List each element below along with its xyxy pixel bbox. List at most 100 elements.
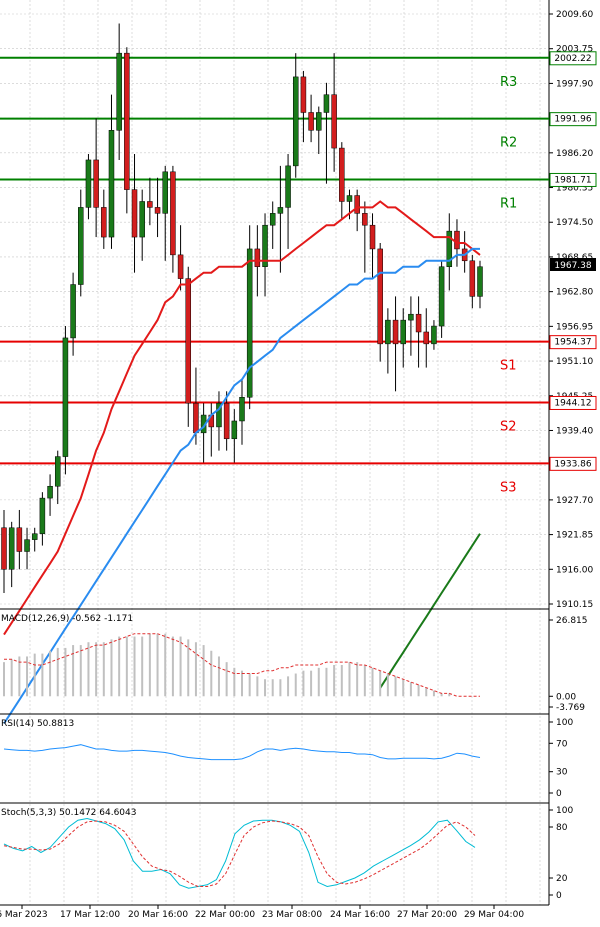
rsi-panel: RSI(14) 50.8813 100 70 30 0 xyxy=(1,718,573,799)
candle-body xyxy=(139,201,145,238)
time-axis-ticks: 6 Mar 2023 17 Mar 12:00 20 Mar 16:00 22 Mar… xyxy=(0,905,524,920)
candle-body xyxy=(408,313,414,321)
candle-body xyxy=(246,248,253,398)
macd-histogram xyxy=(3,633,451,697)
time-tick-label: 24 Mar 16:00 xyxy=(330,910,390,920)
stoch-tick-label: 100 xyxy=(556,806,573,816)
price-tick-label: 1921.85 xyxy=(556,531,593,541)
candle-body xyxy=(300,76,307,113)
price-tick-label: 2009.60 xyxy=(556,10,593,20)
price-tick-label: 1986.20 xyxy=(556,149,593,159)
candle-body xyxy=(108,130,115,238)
level-value-s3: 1933.86 xyxy=(554,459,591,469)
stochastic-panel: Stoch(5,3,3) 50.1472 64.6043 100 80 20 0 xyxy=(1,806,573,901)
level-value-r3: 2002.22 xyxy=(554,54,591,64)
candle-body xyxy=(377,248,383,345)
candle-body xyxy=(8,527,15,570)
time-tick-label: 22 Mar 00:00 xyxy=(195,910,255,920)
level-value-box-r3 xyxy=(549,51,597,66)
candle-body xyxy=(170,171,176,256)
candle-body xyxy=(185,278,192,404)
stoch-tick-label: 80 xyxy=(556,823,568,833)
candle-body xyxy=(385,319,391,345)
candle-body xyxy=(469,260,476,297)
level-value-box-s3 xyxy=(549,456,597,471)
level-name-r1: R1 xyxy=(500,196,517,211)
candle-body xyxy=(62,337,69,457)
candle-body xyxy=(316,112,322,131)
price-tick-label: 2003.75 xyxy=(556,45,593,55)
price-tick-label: 1968.65 xyxy=(556,253,593,263)
level-name-r3: R3 xyxy=(500,75,517,90)
candle-body xyxy=(216,402,222,428)
candle-body xyxy=(193,402,199,434)
candle-body xyxy=(54,456,61,487)
candle-body xyxy=(177,254,184,279)
macd-panel: MACD(12,26,9) -0.562 -1.171 26.815 0.00-3… xyxy=(1,614,588,713)
stoch-k-line xyxy=(3,817,476,889)
macd-title: MACD(12,26,9) -0.562 -1.171 xyxy=(1,614,133,624)
candle-body xyxy=(162,171,168,214)
candle-body xyxy=(85,159,92,208)
candle-body xyxy=(292,76,299,167)
candle-body xyxy=(39,497,46,534)
moving-average-red xyxy=(3,200,481,636)
candle-body xyxy=(131,189,138,238)
macd-tick-label: 26.815 xyxy=(556,616,588,626)
candle-body xyxy=(477,266,483,297)
moving-averages xyxy=(3,200,481,725)
current-price-marker xyxy=(550,258,596,271)
candle-body xyxy=(392,319,399,345)
candle-body xyxy=(454,230,460,250)
stoch-title: Stoch(5,3,3) 50.1472 64.6043 xyxy=(1,808,136,818)
candle-body xyxy=(331,94,337,149)
candle-body xyxy=(308,112,314,131)
price-tick-label: 1939.40 xyxy=(556,426,593,436)
candle-body xyxy=(254,248,261,267)
candle-body xyxy=(16,527,23,552)
candle-body xyxy=(124,52,130,190)
candle-body xyxy=(415,313,422,333)
time-tick-label: 23 Mar 08:00 xyxy=(262,910,322,920)
time-tick-label: 20 Mar 16:00 xyxy=(128,910,188,920)
candle-body xyxy=(438,266,445,327)
time-tick-label: 29 Mar 04:00 xyxy=(464,910,524,920)
rsi-line xyxy=(3,744,481,761)
level-value-r1: 1981.71 xyxy=(554,175,591,185)
candle-body xyxy=(101,207,107,238)
price-tick-label: 1962.80 xyxy=(556,288,593,298)
price-tick-label: 1951.10 xyxy=(556,357,593,367)
level-value-s2: 1944.12 xyxy=(554,398,591,408)
macd-tick-label: 0.00 xyxy=(556,692,576,702)
candle-body xyxy=(285,165,291,208)
level-name-s3: S3 xyxy=(500,480,517,495)
candle-body xyxy=(446,230,453,267)
candle-body xyxy=(239,396,245,422)
candle-body xyxy=(116,52,122,131)
level-value-s1: 1954.37 xyxy=(554,338,591,348)
candle-body xyxy=(362,213,368,226)
candle-body xyxy=(423,331,430,345)
macd-tick-label: -3.769 xyxy=(556,703,585,713)
price-tick-label: 1997.90 xyxy=(556,79,593,89)
candle-body xyxy=(78,207,84,285)
price-tick-label: 1974.50 xyxy=(556,218,593,228)
price-axis-ticks: 2009.602003.751997.901992.051986.201980.… xyxy=(549,10,593,610)
stoch-tick-label: 0 xyxy=(556,891,562,901)
price-panel: 2009.602003.751997.901992.051986.201980.… xyxy=(0,0,597,905)
stoch-axis-ticks: 100 80 20 0 xyxy=(549,806,573,901)
level-value-box-s2 xyxy=(549,395,597,410)
candle-body xyxy=(31,533,38,540)
candle-body xyxy=(147,201,153,208)
time-tick-label: 17 Mar 12:00 xyxy=(60,910,120,920)
candle-body xyxy=(269,213,276,226)
gridlines xyxy=(0,0,548,905)
candlesticks xyxy=(1,23,483,594)
price-tick-label: 1916.00 xyxy=(556,565,593,575)
stoch-tick-label: 20 xyxy=(556,874,568,884)
level-value-box-r1 xyxy=(549,172,597,187)
rsi-tick-label: 70 xyxy=(556,739,568,749)
time-tick-label: 27 Mar 20:00 xyxy=(397,910,457,920)
level-value-r2: 1991.96 xyxy=(554,115,591,125)
level-value-box-s1 xyxy=(549,335,597,350)
